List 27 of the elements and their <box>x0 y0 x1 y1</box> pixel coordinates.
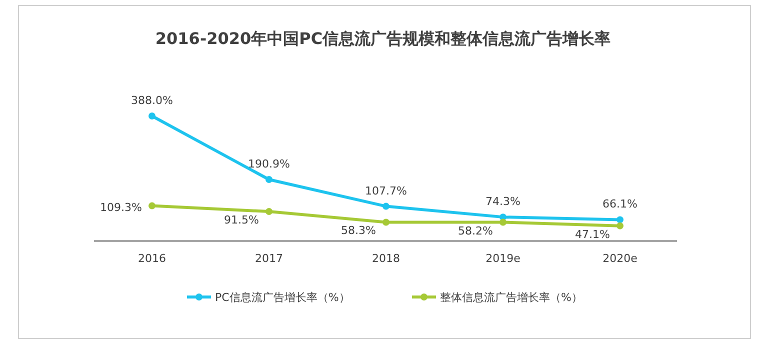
data-label: 388.0% <box>131 94 173 107</box>
data-label: 58.3% <box>341 224 376 238</box>
data-label: 190.9% <box>248 158 290 170</box>
x-tick-label: 2019e <box>486 252 521 265</box>
data-label: 107.7% <box>365 184 407 198</box>
point <box>148 202 156 210</box>
point <box>616 222 624 230</box>
data-label: 74.3% <box>486 195 520 208</box>
x-tick-label: 2018 <box>372 252 400 265</box>
point <box>382 202 390 210</box>
point <box>616 216 624 224</box>
chart-title: 2016-2020年中国PC信息流广告规模和整体信息流广告增长率 <box>155 29 611 48</box>
data-label: 109.3% <box>100 200 142 214</box>
point <box>266 208 272 216</box>
x-tick-label: 2017 <box>255 252 283 265</box>
x-tick-label: 2016 <box>138 252 166 265</box>
data-label: 91.5% <box>224 214 259 227</box>
legend-label: PC信息流广告增长率（%） <box>215 291 350 304</box>
point <box>500 218 506 226</box>
data-label: 66.1% <box>602 198 638 211</box>
point <box>382 218 390 226</box>
point <box>148 112 156 120</box>
data-label: 47.1% <box>575 228 610 241</box>
x-tick-label: 2020e <box>602 252 638 265</box>
legend-label: 整体信息流广告增长率（%） <box>440 291 582 304</box>
data-label: 58.2% <box>458 224 493 238</box>
point <box>266 176 272 183</box>
